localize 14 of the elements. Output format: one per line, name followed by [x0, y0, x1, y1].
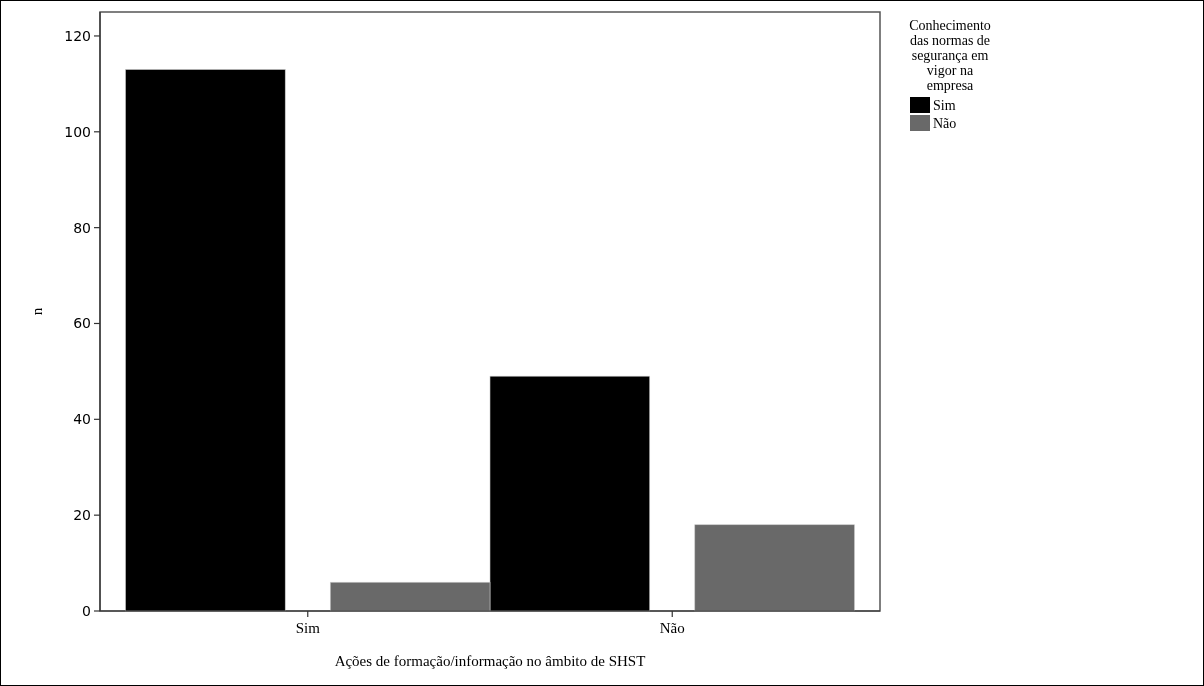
- y-tick-label: 80: [73, 219, 91, 236]
- legend-title: Conhecimento das normas de segurança em vigor na empresa: [909, 18, 991, 93]
- legend-label: Sim: [933, 97, 956, 113]
- y-tick-label: 60: [73, 315, 91, 332]
- y-tick-label: 120: [64, 27, 91, 44]
- y-axis-title: n: [29, 307, 45, 316]
- bar: [125, 69, 286, 612]
- x-axis-title: Ações de formação/informação no âmbito de SHST: [334, 653, 646, 669]
- legend-label: Não: [933, 115, 957, 131]
- y-tick-label: 20: [73, 507, 91, 524]
- y-tick-label: 40: [73, 411, 91, 428]
- y-tick-label: 0: [82, 602, 91, 619]
- y-tick-label: 100: [64, 123, 91, 140]
- bar: [694, 524, 855, 612]
